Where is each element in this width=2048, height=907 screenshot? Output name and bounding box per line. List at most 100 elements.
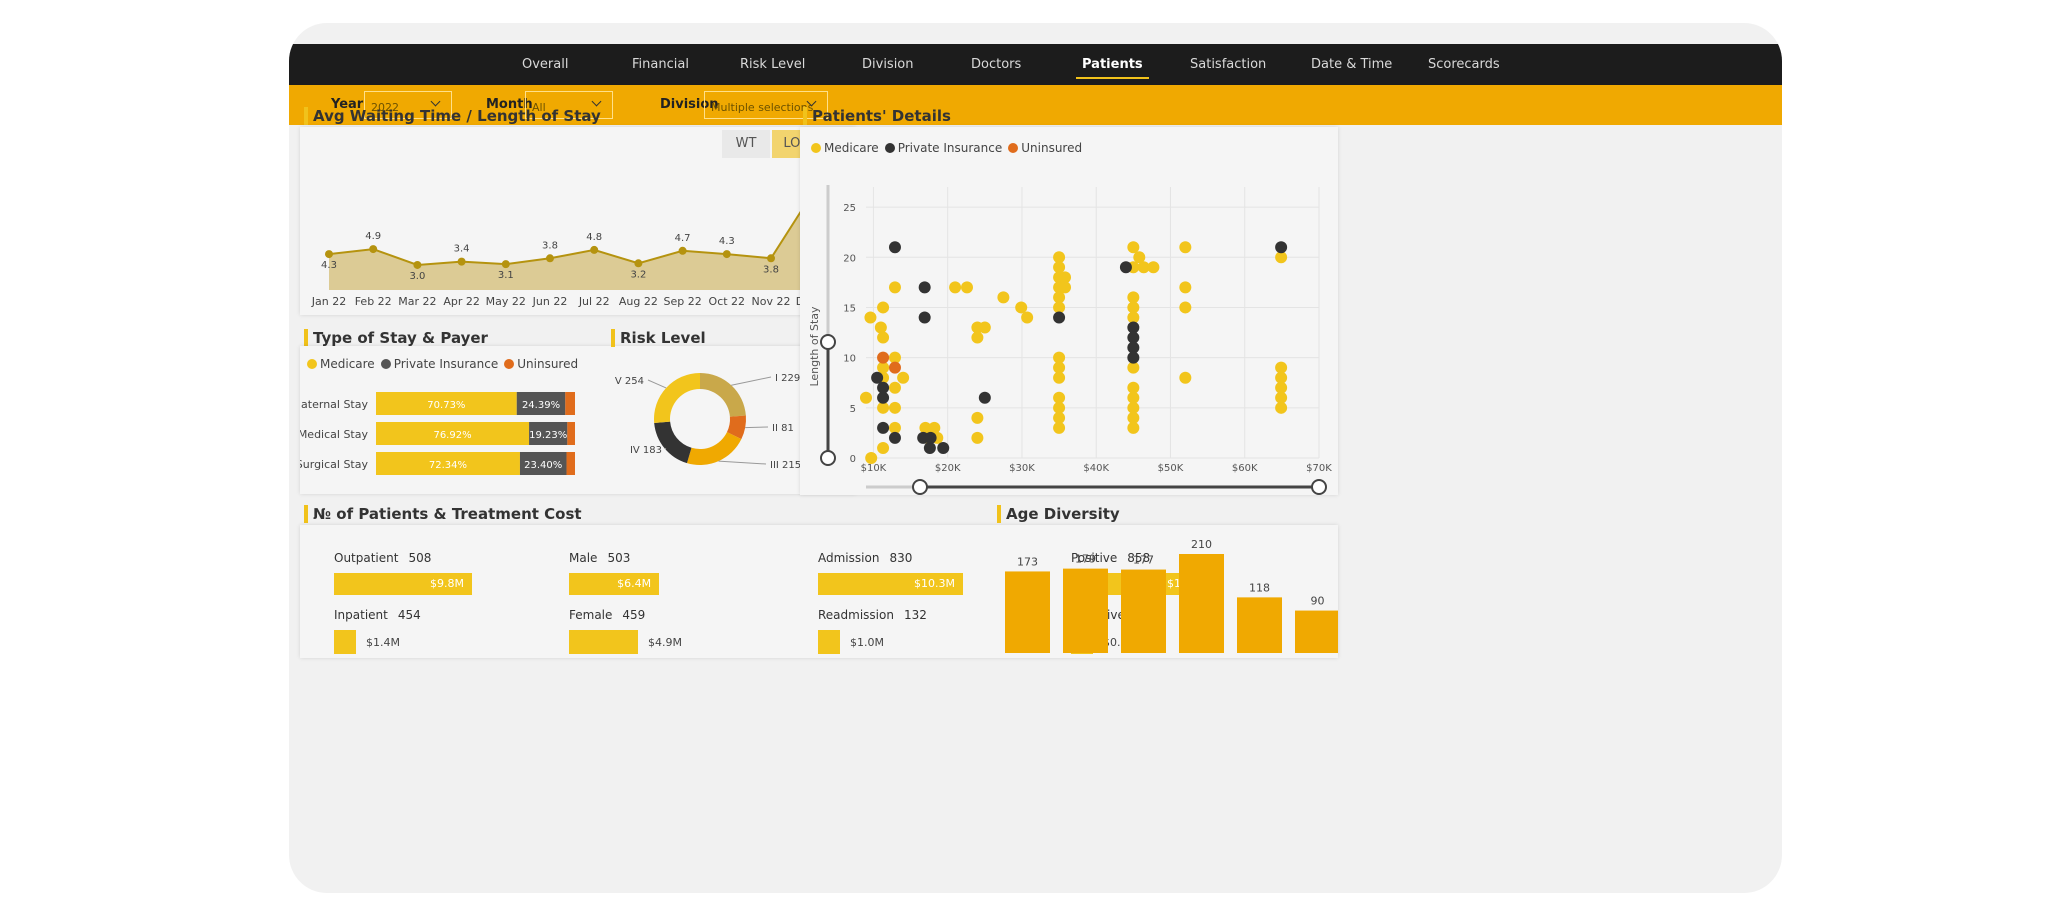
y-slider-handle: [820, 450, 836, 466]
nav-doctors[interactable]: Doctors: [971, 57, 1022, 72]
year-select[interactable]: 2022: [364, 91, 452, 119]
scatter-point: [1021, 311, 1034, 324]
scatter-point: [1127, 421, 1140, 434]
scatter-x-tick: $60K: [1232, 463, 1258, 474]
nav-division[interactable]: Division: [862, 57, 914, 72]
stay-bar-label: 23.40%: [524, 460, 562, 471]
patient-group-label: Positive 858: [1071, 551, 1150, 565]
los-point: [413, 260, 422, 269]
scatter-point: [1053, 251, 1066, 264]
scatter-point: [1119, 261, 1132, 274]
scatter-point: [919, 421, 932, 434]
scatter-point: [1127, 411, 1140, 424]
los-data-label: 4.3: [321, 260, 337, 271]
legend-private[interactable]: Private Insurance: [380, 357, 498, 371]
stay-bar-segment: [567, 422, 575, 445]
patient-group-count: 830: [889, 551, 913, 565]
scatter-x-tick: $20K: [935, 463, 961, 474]
scatter-point: [1053, 421, 1066, 434]
scatter-point: [918, 281, 931, 294]
scatter-point: [978, 321, 991, 334]
patient-group-count: 858: [1127, 551, 1151, 565]
los-x-tick: Nov 22: [752, 295, 791, 308]
scatter-point: [923, 441, 936, 454]
los-point: [634, 259, 643, 268]
los-point: [369, 245, 378, 254]
risk-leader-line: [664, 447, 667, 450]
los-chart: 4.3 Jan 22 4.9 Feb 22 3.0 Mar 22 3.4 Apr 22 3.1 M…: [311, 171, 835, 308]
scatter-point: [1127, 241, 1140, 254]
patient-group-name: Female: [569, 608, 613, 622]
division-select[interactable]: Multiple selections: [704, 91, 828, 119]
scatter-point: [877, 381, 890, 394]
scatter-point: [1053, 351, 1066, 364]
scatter-point: [1127, 341, 1140, 354]
scatter-point: [949, 281, 962, 294]
risk-slice: [654, 421, 692, 464]
scatter-point: [897, 371, 910, 384]
patient-group-label: Outpatient 508: [334, 551, 431, 565]
patient-group-label: Readmission 132: [818, 608, 927, 622]
age-bar-label: 177: [1133, 554, 1154, 567]
stay-bar-segment: [376, 422, 530, 445]
los-area: [329, 189, 816, 290]
patient-cost-bar: [334, 630, 356, 654]
los-section-title: Avg Waiting Time / Length of Stay: [304, 107, 601, 125]
legend-uninsured-label: Uninsured: [1021, 141, 1083, 155]
scatter-point: [1127, 351, 1140, 364]
los-point: [546, 254, 554, 263]
patient-group-name: Outpatient: [334, 551, 399, 565]
los-x-tick: Aug 22: [619, 295, 658, 308]
stay-bar-segment: [519, 452, 567, 475]
los-point: [501, 260, 510, 269]
stay-category-label: Medical Stay: [300, 428, 368, 441]
risk-leader-line: [647, 379, 667, 389]
month-value: All: [532, 101, 546, 114]
scatter-point: [1127, 321, 1140, 334]
wt-button[interactable]: WT: [722, 130, 770, 158]
scatter-point: [1053, 301, 1066, 314]
nav-financial[interactable]: Financial: [632, 57, 689, 72]
los-x-tick: Jul 22: [578, 295, 610, 308]
stay-bar-segment: [529, 422, 568, 445]
nav-date-time[interactable]: Date & Time: [1311, 57, 1393, 72]
month-select[interactable]: All: [525, 91, 613, 119]
legend-medicare[interactable]: Medicare: [811, 141, 879, 155]
nav-satisfaction[interactable]: Satisfaction: [1190, 57, 1267, 72]
scatter-point: [1053, 261, 1066, 274]
legend-private[interactable]: Private Insurance: [884, 141, 1003, 155]
age-bar-chart: 17311-2017921-3017731-4021041-5011851-60…: [1005, 538, 1338, 653]
patient-group-count: 503: [607, 551, 631, 565]
scatter-point: [871, 371, 884, 384]
patients-scatter-chart: $10K$20K$30K$40K$50K$60K$70K0510152025Tr…: [808, 185, 1332, 495]
legend-private-label: Private Insurance: [897, 141, 1003, 155]
scatter-point: [918, 311, 931, 324]
risk-leader-line: [731, 376, 772, 386]
stay-category-label: Surgical Stay: [300, 458, 368, 471]
scatter-point: [1133, 251, 1146, 264]
nav-scorecards[interactable]: Scorecards: [1428, 57, 1500, 72]
age-bar: [1063, 568, 1108, 653]
scatter-point: [877, 351, 890, 364]
nav-overall[interactable]: Overall: [522, 57, 569, 72]
legend-medicare-label: Medicare: [320, 357, 375, 371]
nav-patients[interactable]: Patients: [1076, 44, 1149, 85]
y-slider-handle: [820, 334, 836, 350]
los-data-label: 4.9: [365, 231, 381, 242]
scatter-point: [888, 421, 901, 434]
year-label: Year: [331, 97, 364, 112]
legend-uninsured[interactable]: Uninsured: [504, 357, 578, 371]
age-bar-label: 210: [1191, 538, 1212, 551]
stay-bar-label: 76.92%: [433, 430, 471, 441]
age-bar: [1005, 571, 1050, 653]
scatter-point: [864, 311, 877, 324]
patient-group-name: Male: [569, 551, 598, 565]
nav-risk-level[interactable]: Risk Level: [740, 57, 806, 72]
top-navigation: Overall Financial Risk Level Division Do…: [289, 44, 1782, 85]
legend-uninsured[interactable]: Uninsured: [1008, 141, 1082, 155]
los-point: [767, 254, 775, 263]
legend-medicare[interactable]: Medicare: [307, 357, 375, 371]
scatter-x-tick: $40K: [1083, 463, 1109, 474]
details-panel: [800, 127, 1338, 495]
patient-group-count: 132: [903, 608, 927, 622]
